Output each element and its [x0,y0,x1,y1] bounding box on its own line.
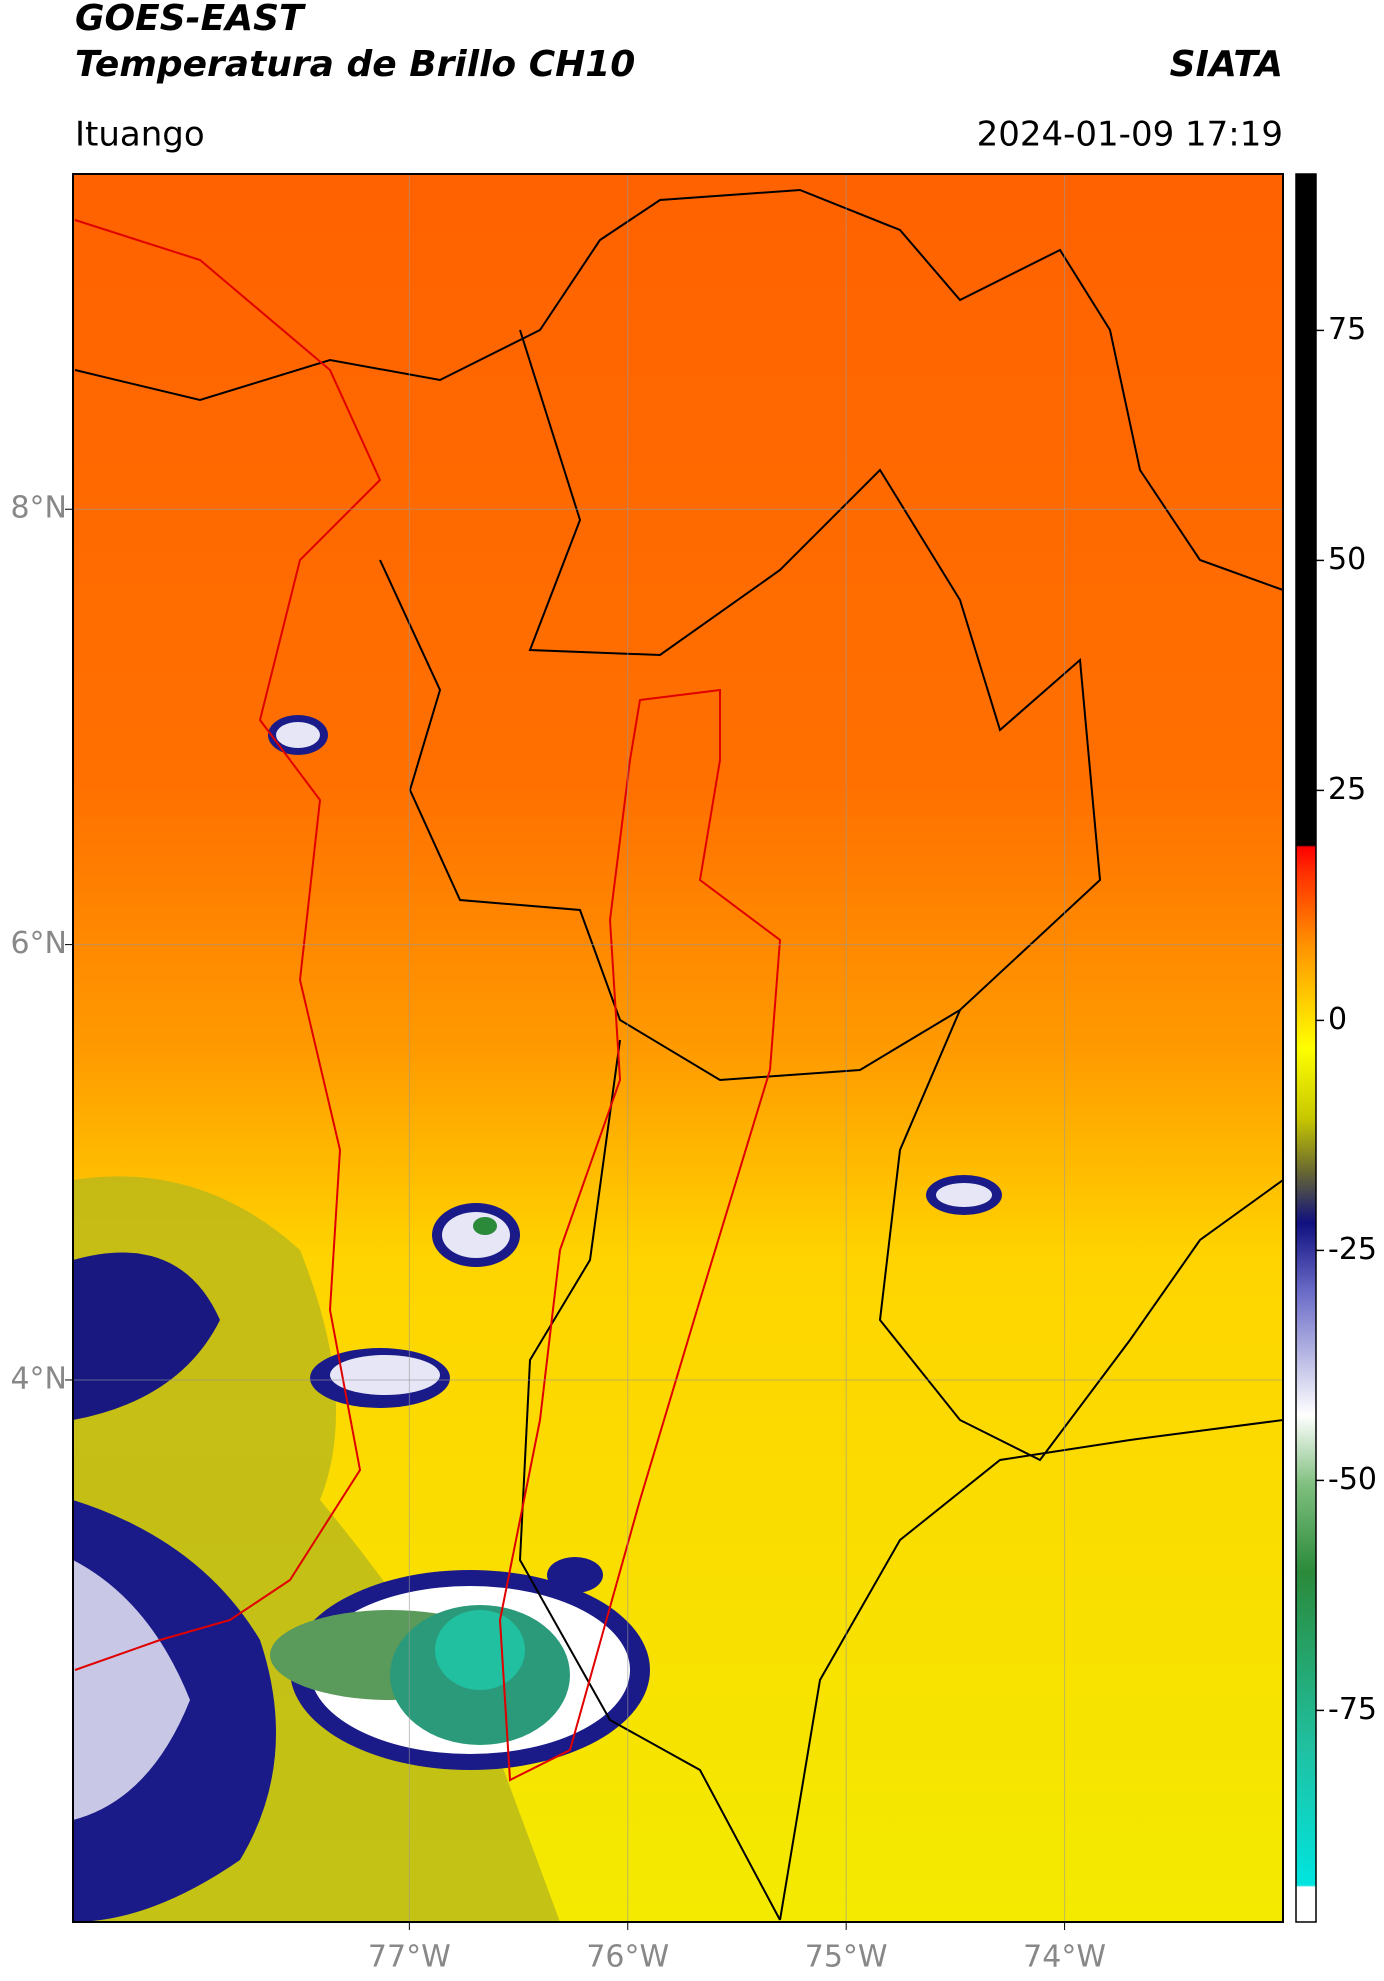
title: GOES-EAST [75,0,306,39]
border [518,1039,781,1921]
cloud-white [276,722,320,748]
map-frame [72,173,1284,1923]
cloud-white [73,1560,190,1820]
grid [73,174,1283,1922]
colorbar-tick-label: 0 [1328,1002,1347,1037]
cloud-teal [435,1610,525,1690]
x-tick-label: 77°W [368,1940,451,1975]
location: Ituango [75,115,205,155]
timestamp: 2024-01-09 17:19 [977,115,1283,155]
colorbar-tick-label: -75 [1328,1692,1377,1727]
subtitle: Temperatura de Brillo CH10 [75,44,635,85]
y-tick-label: 4°N [10,1361,67,1396]
colorbar-tick-label: 75 [1328,312,1366,347]
cloud-white [330,1355,440,1395]
border [878,1009,1283,1462]
map [73,174,1283,1922]
x-tick-label: 76°W [586,1940,669,1975]
colorbar-tick-label: -25 [1328,1232,1377,1267]
cloud-white [936,1183,992,1207]
colorbar-tick-label: 50 [1328,542,1366,577]
credit: SIATA [1170,44,1283,85]
border [379,329,1102,1082]
colorbar-tick-label: 25 [1328,772,1366,807]
cloud-navy [73,1252,220,1420]
cloud-white [442,1212,510,1258]
colorbar [1295,173,1317,1923]
y-tick-label: 8°N [10,491,67,526]
cloud-green [473,1217,497,1235]
basin-outline [498,688,782,1782]
colorbar-tick-label: -50 [1328,1462,1377,1497]
cloud-navy [547,1557,603,1593]
x-tick-label: 74°W [1023,1940,1106,1975]
border [779,1419,1283,1921]
x-tick-label: 75°W [805,1940,888,1975]
coastline [74,219,382,1671]
y-tick-label: 6°N [10,926,67,961]
border [74,188,1283,591]
